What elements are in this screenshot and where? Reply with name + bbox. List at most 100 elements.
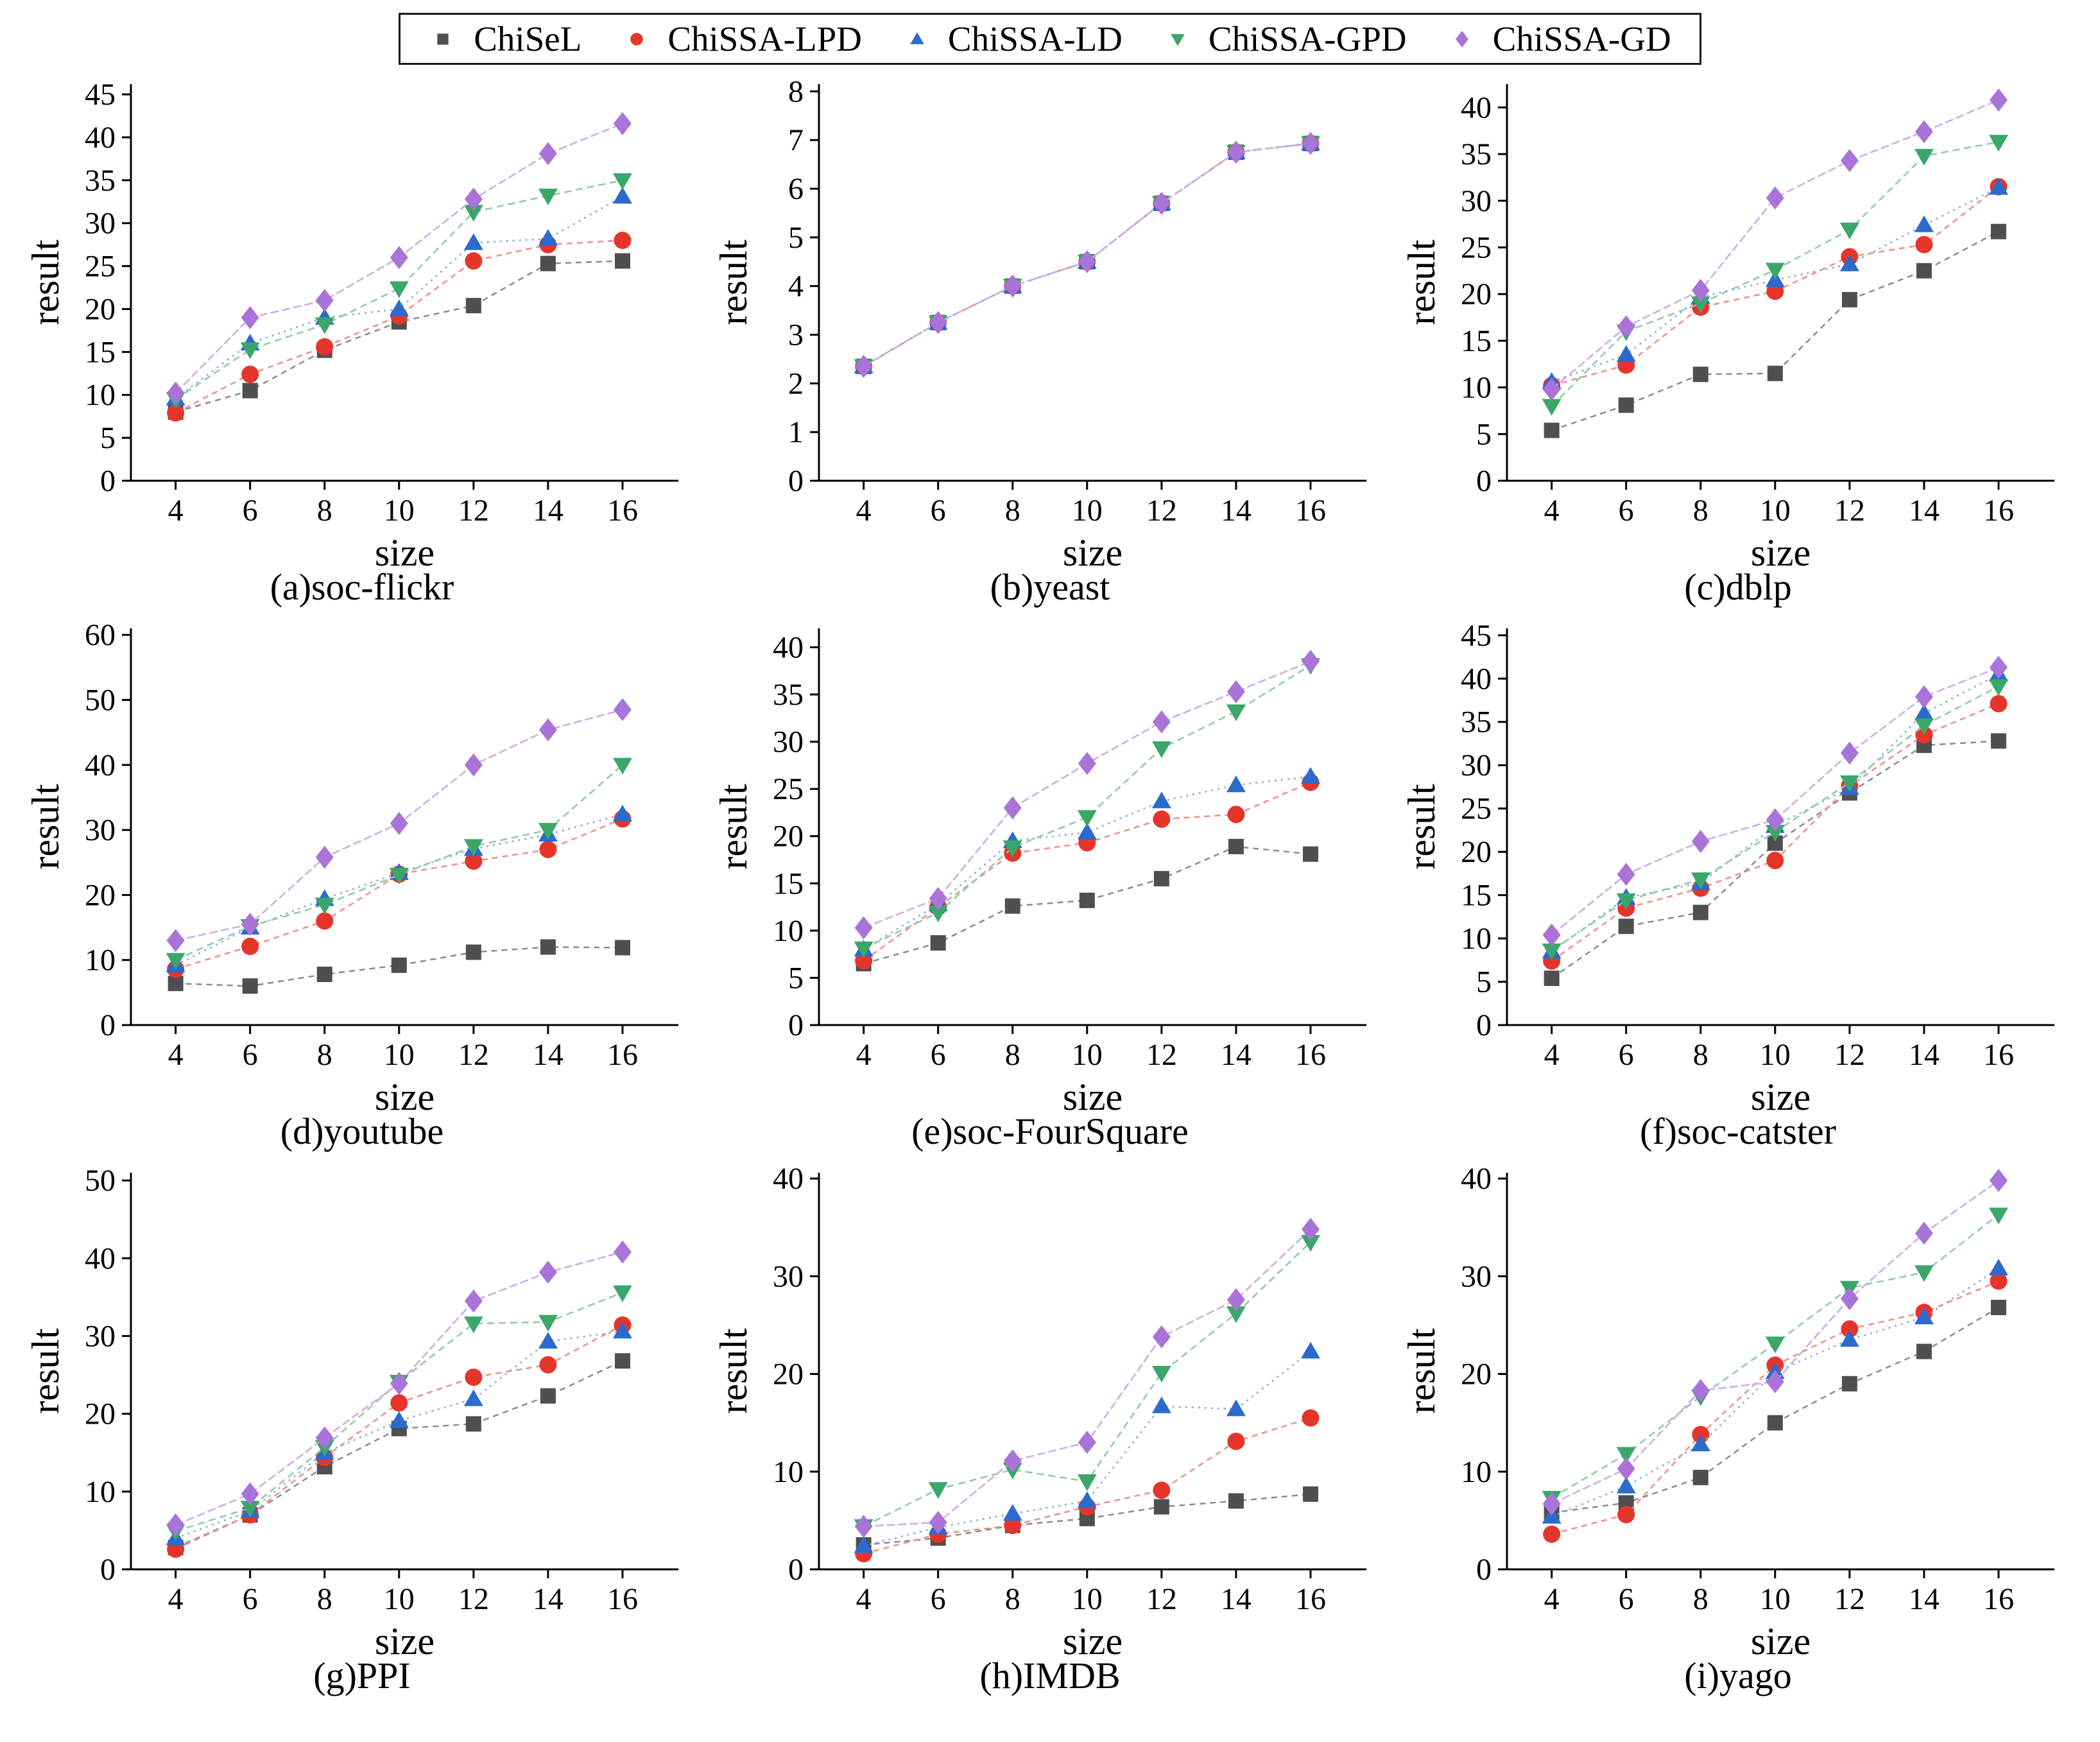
square-marker: [1692, 904, 1708, 920]
square-marker: [1767, 365, 1783, 381]
x-tick-label: 4: [1544, 1582, 1560, 1616]
diamond-marker: [1152, 191, 1171, 215]
y-tick-label: 40: [85, 121, 116, 155]
series-ChiSSA-GD: [854, 1218, 1320, 1539]
triangle-down-marker: [240, 342, 260, 359]
square-marker: [465, 298, 481, 314]
square-marker: [1916, 263, 1932, 279]
y-tick-label: 7: [788, 123, 804, 157]
x-tick-label: 14: [533, 1582, 564, 1616]
triangle-down-marker: [166, 953, 185, 970]
x-tick-label: 14: [1221, 494, 1252, 528]
y-tick-label: 30: [1461, 1259, 1492, 1293]
diamond-marker: [1691, 279, 1710, 302]
triangle-up-marker: [612, 804, 632, 822]
triangle-down-marker: [1300, 1235, 1320, 1252]
y-tick-label: 25: [1461, 792, 1492, 826]
square-marker: [242, 978, 258, 994]
series-ChiSeL: [168, 253, 630, 420]
series-ChiSSA-GD: [166, 112, 632, 405]
square-marker: [1153, 1499, 1169, 1515]
x-axis-label: size: [1063, 1076, 1123, 1114]
square-marker: [1841, 1375, 1857, 1392]
x-axis-label: size: [1751, 531, 1811, 569]
series-line: [863, 660, 1311, 929]
chart-cell-d: 0 10 20 30 40 50 60 4 6 8 10 12 14 16 size result (d)yo…: [22, 614, 702, 1159]
y-tick-label: 50: [85, 683, 116, 717]
chart-cell-f: 0 5 10 15 20 25 30 35 40 45 4 6 8 10 12 14 16 size result …: [1398, 614, 2078, 1159]
triangle-up-marker: [463, 233, 483, 250]
square-marker: [614, 1353, 630, 1369]
chart-caption: (h)IMDB: [979, 1655, 1121, 1696]
triangle-up-marker: [1300, 1341, 1320, 1359]
x-tick-label: 6: [931, 1582, 946, 1616]
triangle-up-marker: [389, 1411, 409, 1428]
triangle-up-marker: [1226, 775, 1246, 793]
square-marker: [1228, 838, 1244, 854]
square-marker: [1228, 1493, 1244, 1509]
triangle-up-marker: [1077, 822, 1097, 840]
triangle-up-marker: [1616, 1476, 1636, 1494]
x-tick-label: 12: [458, 494, 489, 528]
x-tick-label: 16: [1983, 1582, 2014, 1616]
x-tick-label: 16: [607, 1038, 638, 1072]
y-tick-label: 4: [788, 270, 804, 304]
x-tick-label: 8: [1693, 1038, 1708, 1072]
square-marker: [1302, 846, 1318, 862]
diamond-marker: [241, 1482, 259, 1506]
diamond-marker: [1691, 829, 1710, 853]
diamond-marker: [1766, 186, 1784, 210]
triangle-up-marker: [538, 1331, 558, 1349]
triangle-up-marker: [1988, 1259, 2008, 1276]
chart-cell-i: 0 10 20 30 40 4 6 8 10 12 14 16 size result (i)yago: [1398, 1159, 2078, 1703]
square-marker: [1692, 1469, 1708, 1485]
square-marker: [1544, 970, 1560, 987]
y-tick-label: 10: [1461, 922, 1492, 956]
y-axis-label: result: [713, 1328, 755, 1414]
x-axis-label: size: [375, 531, 435, 569]
x-tick-label: 10: [1072, 1038, 1103, 1072]
diamond-marker: [390, 246, 408, 270]
circle-marker: [241, 365, 259, 383]
chart-caption: (b)yeast: [990, 566, 1110, 608]
triangle-down-marker: [1691, 296, 1710, 313]
y-axis-label: result: [25, 239, 67, 325]
legend-item-chissa-gpd: ChiSSA-GPD: [1164, 21, 1407, 56]
diamond-marker: [613, 698, 632, 721]
diamond-marker: [1301, 1218, 1320, 1241]
y-tick-label: 50: [85, 1164, 116, 1198]
x-tick-label: 6: [243, 494, 258, 528]
circle-marker: [1915, 236, 1933, 254]
circle-marker: [1153, 1481, 1171, 1499]
triangle-down-marker: [1542, 943, 1562, 960]
square-marker: [1544, 422, 1560, 438]
x-tick-label: 14: [1221, 1582, 1252, 1616]
x-tick-label: 10: [384, 494, 415, 528]
series-ChiSSA-GPD: [854, 658, 1320, 958]
y-tick-label: 40: [1461, 1162, 1492, 1196]
diamond-marker: [1542, 1492, 1561, 1516]
square-marker: [465, 1416, 481, 1432]
x-tick-label: 12: [1146, 1038, 1177, 1072]
diamond-marker: [1840, 1287, 1859, 1311]
triangle-down-marker: [1077, 1474, 1097, 1492]
diamond-marker: [1003, 1449, 1022, 1473]
y-tick-label: 5: [1476, 965, 1492, 999]
triangle-down-marker: [1765, 263, 1785, 280]
square-marker: [465, 944, 481, 960]
x-axis-label: size: [375, 1620, 435, 1658]
circle-marker: [1766, 852, 1784, 870]
triangle-up-marker: [538, 229, 558, 246]
triangle-up-marker: [1616, 345, 1636, 362]
x-tick-label: 6: [243, 1582, 258, 1616]
diamond-marker: [1691, 1379, 1710, 1402]
x-axis-label: size: [1751, 1076, 1811, 1114]
x-tick-label: 8: [1005, 1038, 1020, 1072]
square-marker: [1692, 367, 1708, 383]
diamond-marker: [1301, 132, 1320, 155]
triangle-up-marker: [463, 1389, 483, 1406]
triangle-up-marker: [612, 187, 632, 204]
x-tick-label: 4: [856, 494, 872, 528]
x-tick-label: 10: [1072, 1582, 1103, 1616]
circle-marker: [1692, 1426, 1710, 1444]
